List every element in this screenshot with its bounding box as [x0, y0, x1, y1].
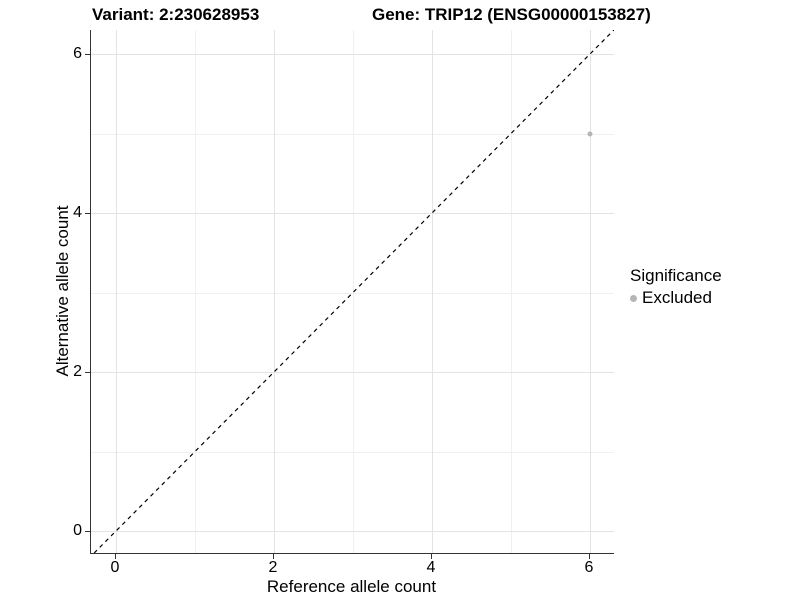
y-tick-mark	[85, 372, 90, 373]
x-tick-mark	[115, 554, 116, 559]
y-tick-label: 0	[73, 522, 82, 539]
y-tick-mark	[85, 213, 90, 214]
x-tick-mark	[589, 554, 590, 559]
x-tick-label: 4	[426, 559, 436, 576]
y-tick-mark	[85, 54, 90, 55]
legend-entry: Excluded	[630, 288, 722, 308]
x-major-gridline	[116, 30, 117, 553]
y-major-gridline	[91, 531, 614, 532]
y-major-gridline	[91, 372, 614, 373]
data-point-excluded	[587, 131, 593, 136]
y-tick-label: 4	[73, 204, 82, 221]
y-minor-gridline	[91, 451, 614, 453]
x-major-gridline	[432, 30, 433, 553]
legend-title: Significance	[630, 266, 722, 285]
x-axis-title: Reference allele count	[266, 577, 437, 596]
x-major-gridline	[274, 30, 275, 553]
y-minor-gridline	[91, 133, 614, 135]
plot-panel	[90, 30, 614, 554]
x-major-gridline	[590, 30, 591, 553]
x-tick-label: 2	[268, 559, 278, 576]
x-tick-mark	[431, 554, 432, 559]
x-tick-mark	[273, 554, 274, 559]
y-major-gridline	[91, 213, 614, 214]
y-tick-label: 6	[73, 45, 82, 62]
identity-reference-line	[93, 30, 614, 553]
legend-entries: Excluded	[630, 288, 722, 308]
x-minor-gridline	[195, 30, 196, 553]
y-minor-gridline	[91, 292, 614, 294]
plot-title-gene: Gene: TRIP12 (ENSG00000153827)	[372, 5, 651, 24]
x-tick-label: 6	[584, 559, 594, 576]
y-tick-mark	[85, 531, 90, 532]
x-tick-label: 0	[110, 559, 120, 576]
legend-key-dot	[630, 294, 637, 302]
y-major-gridline	[91, 54, 614, 55]
y-tick-label: 2	[73, 363, 82, 380]
legend: Significance Excluded	[630, 266, 722, 308]
plot-title-variant: Variant: 2:230628953	[92, 5, 260, 24]
y-axis-title: Alternative allele count	[53, 205, 72, 377]
x-minor-gridline	[511, 30, 512, 553]
legend-entry-label: Excluded	[642, 288, 712, 307]
